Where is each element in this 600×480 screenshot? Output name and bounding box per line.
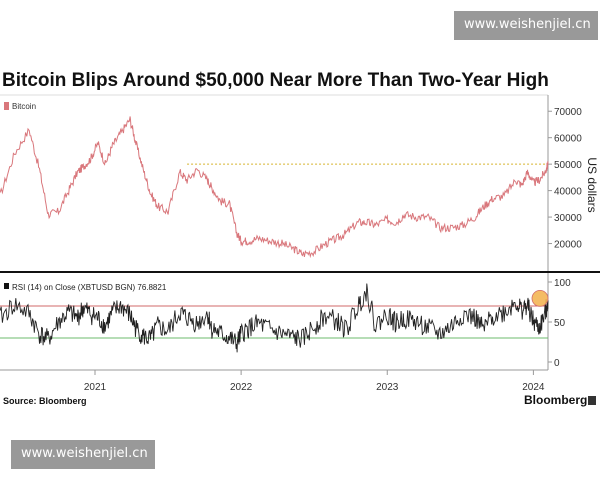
rsi-tick-label: 100	[554, 278, 571, 289]
price-tick-label: 30000	[554, 213, 582, 224]
rsi-latest-highlight	[531, 289, 549, 307]
bloomberg-logo: Bloomberg	[524, 393, 588, 407]
source-note: Source: Bloomberg	[3, 396, 87, 406]
y-axis-label: US dollars	[585, 157, 599, 212]
x-tick-label: 2023	[376, 382, 399, 393]
x-tick-label: 2022	[230, 382, 253, 393]
rsi-line	[0, 283, 549, 353]
bitcoin-price-line	[0, 116, 549, 259]
price-legend-label: Bitcoin	[12, 102, 36, 111]
chart-title: Bitcoin Blips Around $50,000 Near More T…	[2, 70, 549, 91]
price-tick-label: 40000	[554, 187, 582, 198]
rsi-tick-label: 0	[554, 358, 560, 369]
rsi-legend-label: RSI (14) on Close (XBTUSD BGN) 76.8821	[12, 283, 167, 292]
x-tick-label: 2024	[522, 382, 545, 393]
rsi-tick-label: 50	[554, 318, 566, 329]
x-tick-label: 2021	[84, 382, 107, 393]
bloomberg-logo-box	[588, 396, 596, 405]
watermark-bottom: www.weishenjiel.cn	[11, 440, 155, 469]
rsi-legend-swatch	[4, 283, 9, 289]
price-legend-swatch	[4, 102, 9, 110]
price-tick-label: 20000	[554, 240, 582, 251]
watermark-top: www.weishenjiel.cn	[454, 11, 598, 40]
price-tick-label: 60000	[554, 134, 582, 145]
price-tick-label: 70000	[554, 107, 582, 118]
price-tick-label: 50000	[554, 160, 582, 171]
